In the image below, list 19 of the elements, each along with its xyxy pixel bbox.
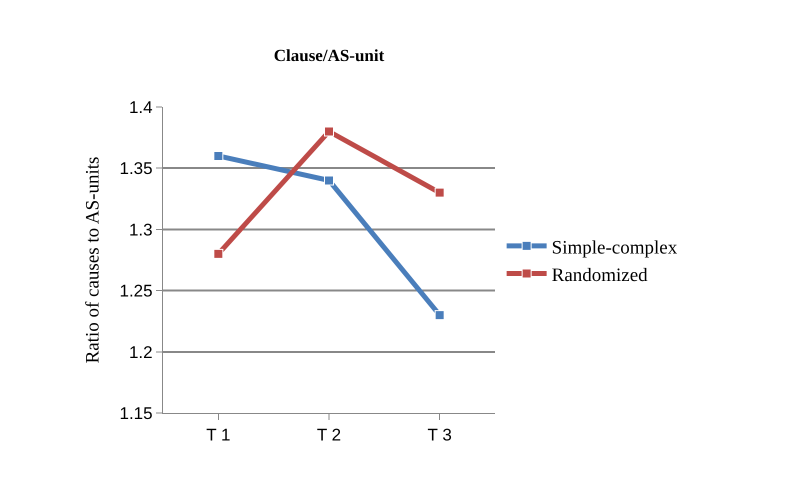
legend-label: Simple-complex <box>552 237 678 258</box>
x-tick-label: T 3 <box>428 425 452 444</box>
y-axis-title: Ratio of causes to AS-units <box>82 156 104 364</box>
point <box>324 126 334 136</box>
x-tick-label: T 2 <box>316 425 342 444</box>
chart-title: Clause/AS-unit <box>274 46 385 65</box>
y-tick-label: 1.15 <box>120 404 153 423</box>
y-tick-label: 1.25 <box>120 282 153 301</box>
y-tick-label: 1.2 <box>128 342 153 362</box>
y-tick-label: 1.3 <box>128 220 153 240</box>
point <box>434 310 445 320</box>
point <box>324 175 334 186</box>
y-tick-label: 1.4 <box>128 98 153 117</box>
y-tick-label: 1.35 <box>120 159 153 178</box>
legend-label: Randomized <box>552 264 648 286</box>
point <box>213 248 224 259</box>
point <box>213 150 224 161</box>
x-tick-label: T 1 <box>206 425 230 444</box>
point <box>434 188 445 198</box>
